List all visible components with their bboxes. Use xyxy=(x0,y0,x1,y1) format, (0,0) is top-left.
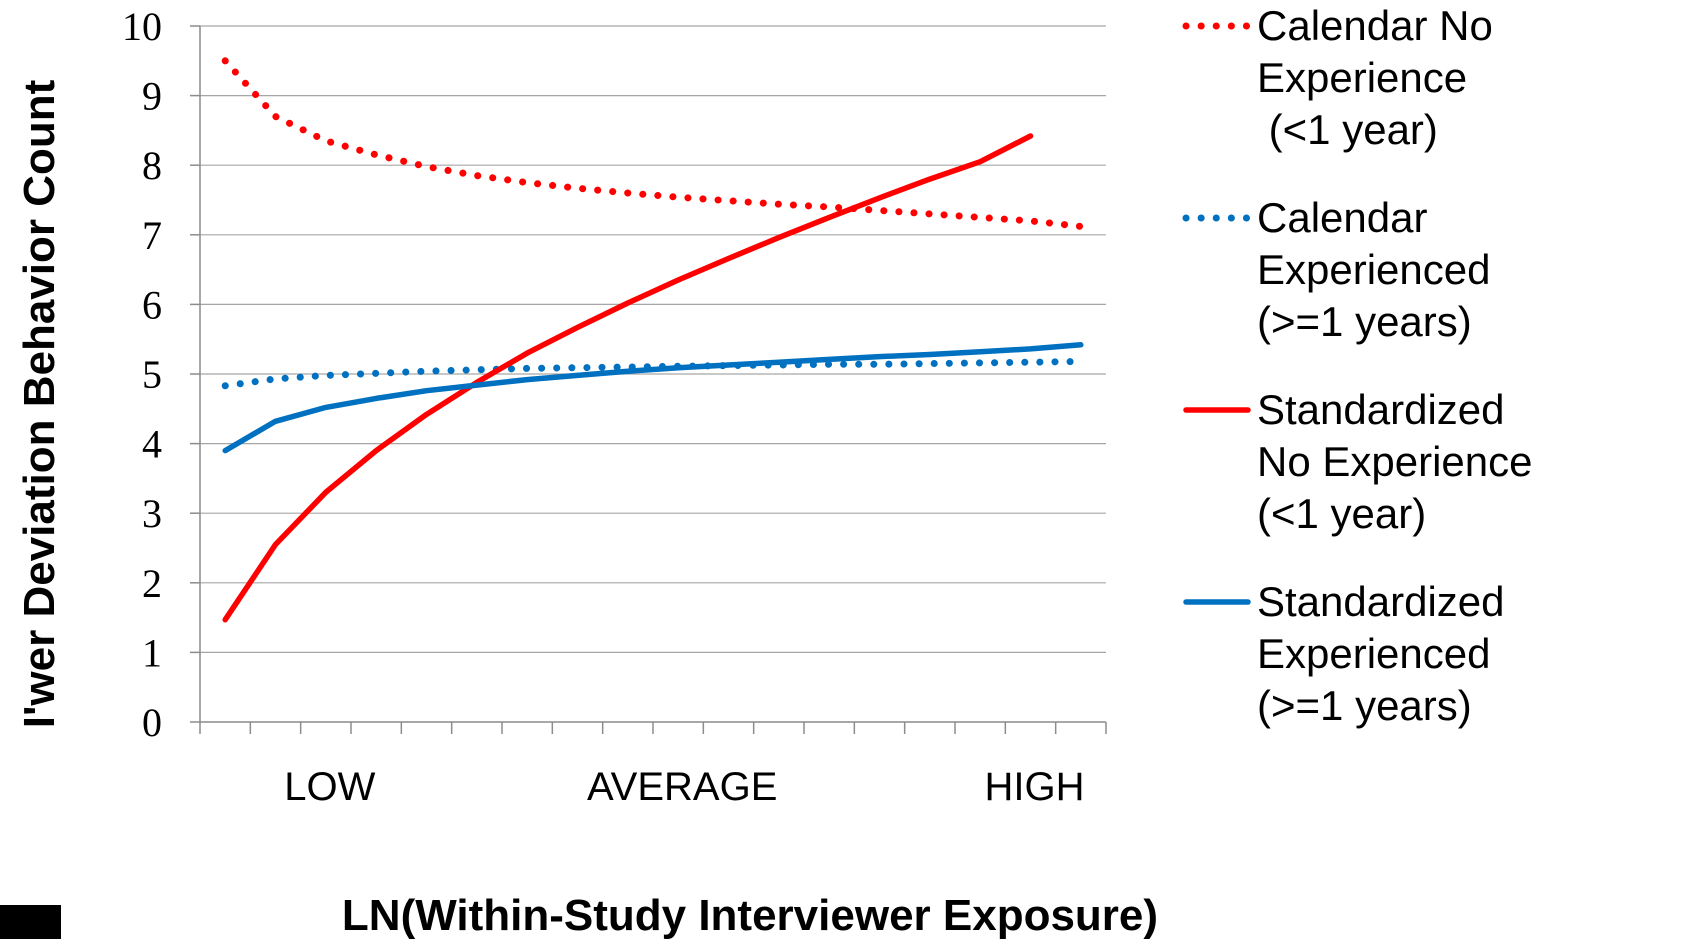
y-tick-label: 0 xyxy=(142,700,162,745)
legend-label: (<1 year) xyxy=(1257,106,1438,153)
legend-label: Calendar No xyxy=(1257,2,1493,49)
legend-label: Experienced xyxy=(1257,246,1490,293)
x-axis-title: LN(Within-Study Interviewer Exposure) xyxy=(342,891,1158,939)
x-tick-label: AVERAGE xyxy=(587,765,777,809)
y-tick-label: 3 xyxy=(142,491,162,536)
x-tick-labels: LOW AVERAGE HIGH xyxy=(284,765,1084,809)
y-tick-label: 10 xyxy=(122,4,162,49)
x-tick-label: LOW xyxy=(284,765,375,809)
y-tick-label: 5 xyxy=(142,352,162,397)
gridlines xyxy=(200,25,1106,654)
series-lines xyxy=(221,57,1085,623)
legend: Calendar No Experience (<1 year) Calendar E… xyxy=(1182,2,1532,729)
y-tick-label: 2 xyxy=(142,561,162,606)
legend-label: No Experience xyxy=(1257,438,1532,485)
axes xyxy=(190,25,1107,734)
x-tick-label: HIGH xyxy=(985,765,1085,809)
legend-label: Experienced xyxy=(1257,630,1490,677)
legend-label: Experience xyxy=(1257,54,1467,101)
y-tick-label: 1 xyxy=(142,630,162,675)
y-tick-label: 7 xyxy=(142,213,162,258)
series-line-3 xyxy=(222,133,1034,623)
y-tick-label: 6 xyxy=(142,282,162,327)
y-tick-labels: 0 1 2 3 4 5 6 7 8 9 10 xyxy=(122,4,162,745)
legend-label: (>=1 years) xyxy=(1257,298,1472,345)
slide-corner-marker xyxy=(0,905,61,939)
legend-label: Standardized xyxy=(1257,578,1505,625)
legend-label: (>=1 years) xyxy=(1257,682,1472,729)
series-line-4 xyxy=(222,342,1084,454)
y-tick-label: 8 xyxy=(142,143,162,188)
y-axis-title: I'wer Deviation Behavior Count xyxy=(15,79,64,728)
legend-label: Calendar xyxy=(1257,194,1427,241)
y-tick-label: 9 xyxy=(142,74,162,119)
legend-label: Standardized xyxy=(1257,386,1505,433)
y-tick-label: 4 xyxy=(142,422,162,467)
legend-label: (<1 year) xyxy=(1257,490,1426,537)
series-line-1 xyxy=(221,57,1085,230)
